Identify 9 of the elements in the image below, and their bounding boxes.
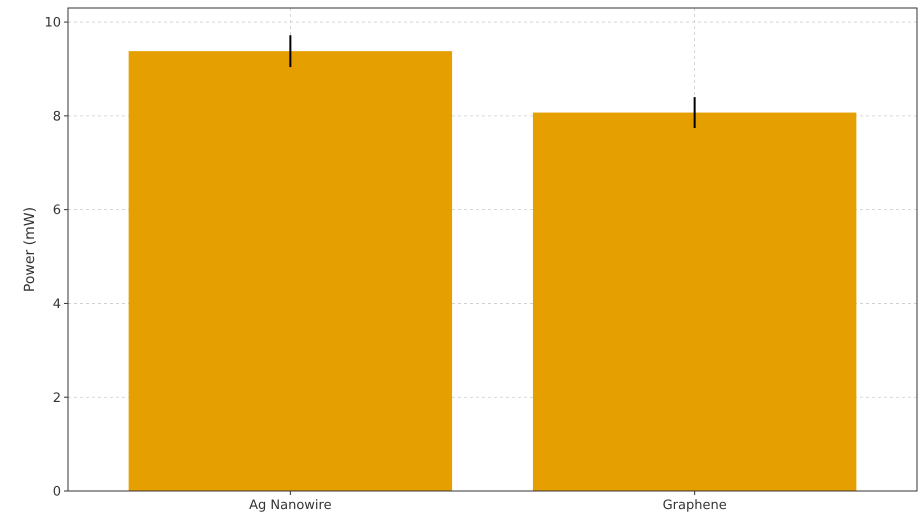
y-tick-label: 6 xyxy=(52,203,61,218)
y-axis-title: Power (mW) xyxy=(22,206,38,292)
y-tick-label: 0 xyxy=(52,484,61,500)
y-tick-label: 8 xyxy=(52,109,61,124)
y-tick-label: 10 xyxy=(44,16,61,31)
x-tick-label: Graphene xyxy=(662,498,727,513)
y-tick-label: 2 xyxy=(52,390,61,406)
x-tick-label: Ag Nanowire xyxy=(249,498,332,513)
y-tick-label: 4 xyxy=(52,296,61,312)
